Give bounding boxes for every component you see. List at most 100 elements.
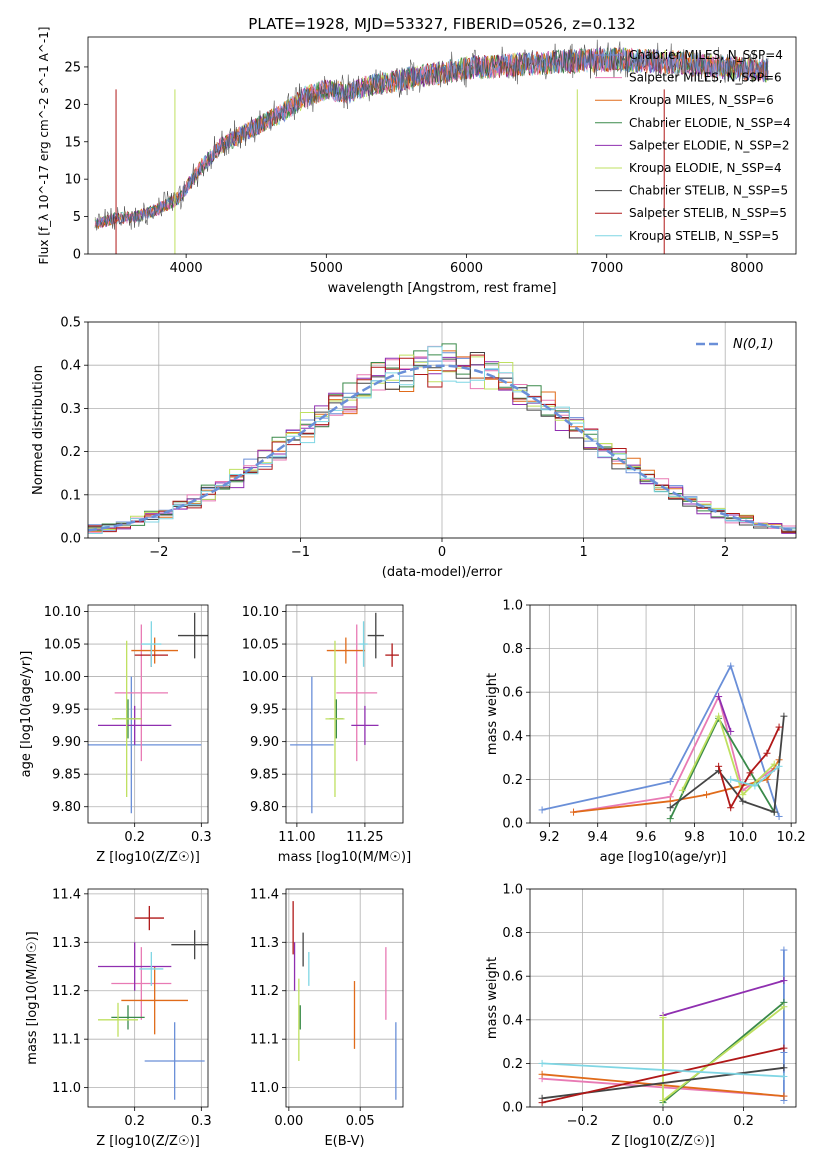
mass_vs_Z-axes: 0.2 0.3 11.0 11.1 11.2 11.3 11.4 Z [log10(Z/Z☉)… [25, 887, 212, 1149]
y-axis-label: age [log10(age/yr)] [19, 651, 34, 778]
y-tick-label: 0.0 [502, 817, 523, 832]
x-axis-label: Z [log10(Z/Z☉)] [96, 1134, 200, 1149]
x-tick-label: 10.0 [728, 830, 757, 845]
y-tick-label: 0.2 [502, 773, 523, 788]
y-tick-label: 11.2 [52, 984, 81, 999]
legend-entry: Salpeter MILES, N_SSP=6 [629, 71, 782, 85]
y-tick-label: 10.00 [44, 670, 81, 685]
y-tick-label: 10.10 [242, 605, 279, 620]
y-tick-label: 0.1 [60, 488, 81, 503]
weight-line-salpeter_elodie [662, 979, 785, 1017]
y-tick-label: 9.95 [250, 703, 279, 718]
y-tick-label: 5 [73, 210, 81, 225]
x-axis-label: wavelength [Angstrom, rest frame] [328, 281, 557, 296]
y-tick-label: 9.95 [52, 703, 81, 718]
mass_vs_ebv-frame [285, 888, 404, 1108]
age_vs_mass-axes: 11.00 11.25 9.80 9.85 9.90 9.95 10.00 10.05 10.1… [242, 605, 411, 865]
x-tick-label: 0.3 [191, 1114, 212, 1129]
x-tick-label: 8000 [730, 261, 763, 276]
y-axis-label: Flux [f_λ 10^-17 erg cm^-2 s^-1 A^-1] [37, 27, 51, 265]
spectrum-line-chabrier_stelib [94, 39, 769, 231]
y-tick-label: 11.4 [250, 887, 279, 902]
legend-entry: N(0,1) [733, 337, 774, 352]
y-axis-label: mass weight [485, 673, 500, 755]
weight-line-salpeter_elodie [717, 696, 732, 732]
y-tick-label: 0.3 [60, 402, 81, 417]
weight-line-chabrier_miles [541, 663, 780, 817]
y-tick-label: 10.05 [242, 638, 279, 653]
x-tick-label: 11.25 [346, 830, 383, 845]
x-tick-label: 9.4 [587, 830, 608, 845]
y-tick-label: 0.6 [502, 970, 523, 985]
legend-entry: Chabrier MILES, N_SSP=4 [629, 48, 783, 62]
age_vs_Z-points [88, 612, 208, 814]
legend-entry: Chabrier STELIB, N_SSP=5 [629, 184, 788, 198]
y-tick-label: 20 [64, 98, 81, 113]
y-tick-label: 0.8 [502, 642, 523, 657]
x-axis-label: mass [log10(M/M☉)] [278, 850, 411, 865]
y-tick-label: 0.8 [502, 926, 523, 941]
y-tick-label: 11.2 [250, 984, 279, 999]
mass_vs_Z-grid [88, 889, 208, 1107]
weight_vs_age-frame [529, 604, 797, 824]
y-tick-label: 11.0 [250, 1081, 279, 1096]
x-tick-label: 2 [721, 545, 729, 560]
x-tick-label: 7000 [590, 261, 623, 276]
weight_vs_age-lines [538, 662, 788, 823]
y-axis-label: mass weight [485, 957, 500, 1039]
figure-title: PLATE=1928, MJD=53327, FIBERID=0526, z=0… [248, 15, 635, 33]
y-tick-label: 9.85 [52, 768, 81, 783]
age_vs_Z-axes: 0.2 0.3 9.80 9.85 9.90 9.95 10.00 10.05 10.10 Z [… [19, 605, 212, 865]
x-tick-label: 9.8 [684, 830, 705, 845]
x-tick-label: 9.2 [539, 830, 560, 845]
spectrum-axes: 4000 5000 6000 7000 8000 0 5 10 15 20 25 wavelength… [37, 27, 763, 296]
mass_vs_ebv-axes: 0.00 0.05 11.0 11.1 11.2 11.3 11.4 E(B-V) [250, 887, 403, 1149]
legend-entry: Kroupa ELODIE, N_SSP=4 [629, 161, 782, 175]
y-tick-label: 1.0 [502, 883, 523, 898]
weight-line-kroupa_stelib [542, 1062, 784, 1078]
age_vs_mass-points [290, 612, 399, 814]
y-tick-label: 9.80 [250, 800, 279, 815]
y-tick-label: 11.1 [52, 1033, 81, 1048]
x-axis-label: Z [log10(Z/Z☉)] [611, 1134, 715, 1149]
y-tick-label: 0 [73, 248, 81, 263]
legend-entry: Salpeter STELIB, N_SSP=5 [629, 206, 787, 220]
x-tick-label: 0.2 [124, 830, 145, 845]
weight_vs_Z-lines [538, 946, 788, 1107]
x-axis-label: age [log10(age/yr)] [600, 850, 727, 865]
x-tick-label: 0.2 [124, 1114, 145, 1129]
residuals-frame [87, 321, 797, 539]
x-tick-label: 10.2 [777, 830, 806, 845]
y-tick-label: 10.05 [44, 638, 81, 653]
y-axis-label: Normed distribution [31, 365, 46, 495]
y-tick-label: 10.10 [44, 605, 81, 620]
x-tick-label: 1 [579, 545, 587, 560]
age_vs_Z-grid [88, 605, 208, 823]
mass_vs_Z-frame [87, 888, 209, 1108]
y-tick-label: 9.90 [250, 735, 279, 750]
x-tick-label: 5000 [310, 261, 343, 276]
weight_vs_Z-axes: −0.2 0.0 0.2 0.0 0.2 0.4 0.6 0.8 1.0 Z [log10(Z/Z… [485, 883, 796, 1149]
y-tick-label: 9.80 [52, 800, 81, 815]
x-tick-label: 0 [438, 545, 446, 560]
age_vs_mass-grid [286, 605, 403, 823]
y-tick-label: 0.5 [60, 316, 81, 331]
spectrum-lines [94, 39, 769, 254]
y-tick-label: 0.0 [60, 532, 81, 547]
spectrum-frame [87, 36, 797, 255]
gaussian-curve [87, 364, 797, 532]
x-tick-label: 0.0 [653, 1114, 674, 1129]
mass_vs_ebv-points [292, 901, 397, 1100]
weight-line-kroupa_elodie [681, 713, 775, 797]
x-axis-label: E(B-V) [324, 1134, 364, 1149]
weight-line-kroupa_elodie [662, 1005, 785, 1103]
histogram-kroupa_stelib [88, 346, 796, 534]
x-tick-label: 11.00 [278, 830, 315, 845]
y-tick-label: 11.0 [52, 1081, 81, 1096]
y-tick-label: 11.3 [52, 936, 81, 951]
legend-entry: Salpeter ELODIE, N_SSP=2 [629, 138, 790, 152]
x-axis-label: (data-model)/error [382, 565, 503, 580]
y-tick-label: 15 [64, 135, 81, 150]
y-axis-label: mass [log10(M/M☉)] [25, 931, 40, 1064]
